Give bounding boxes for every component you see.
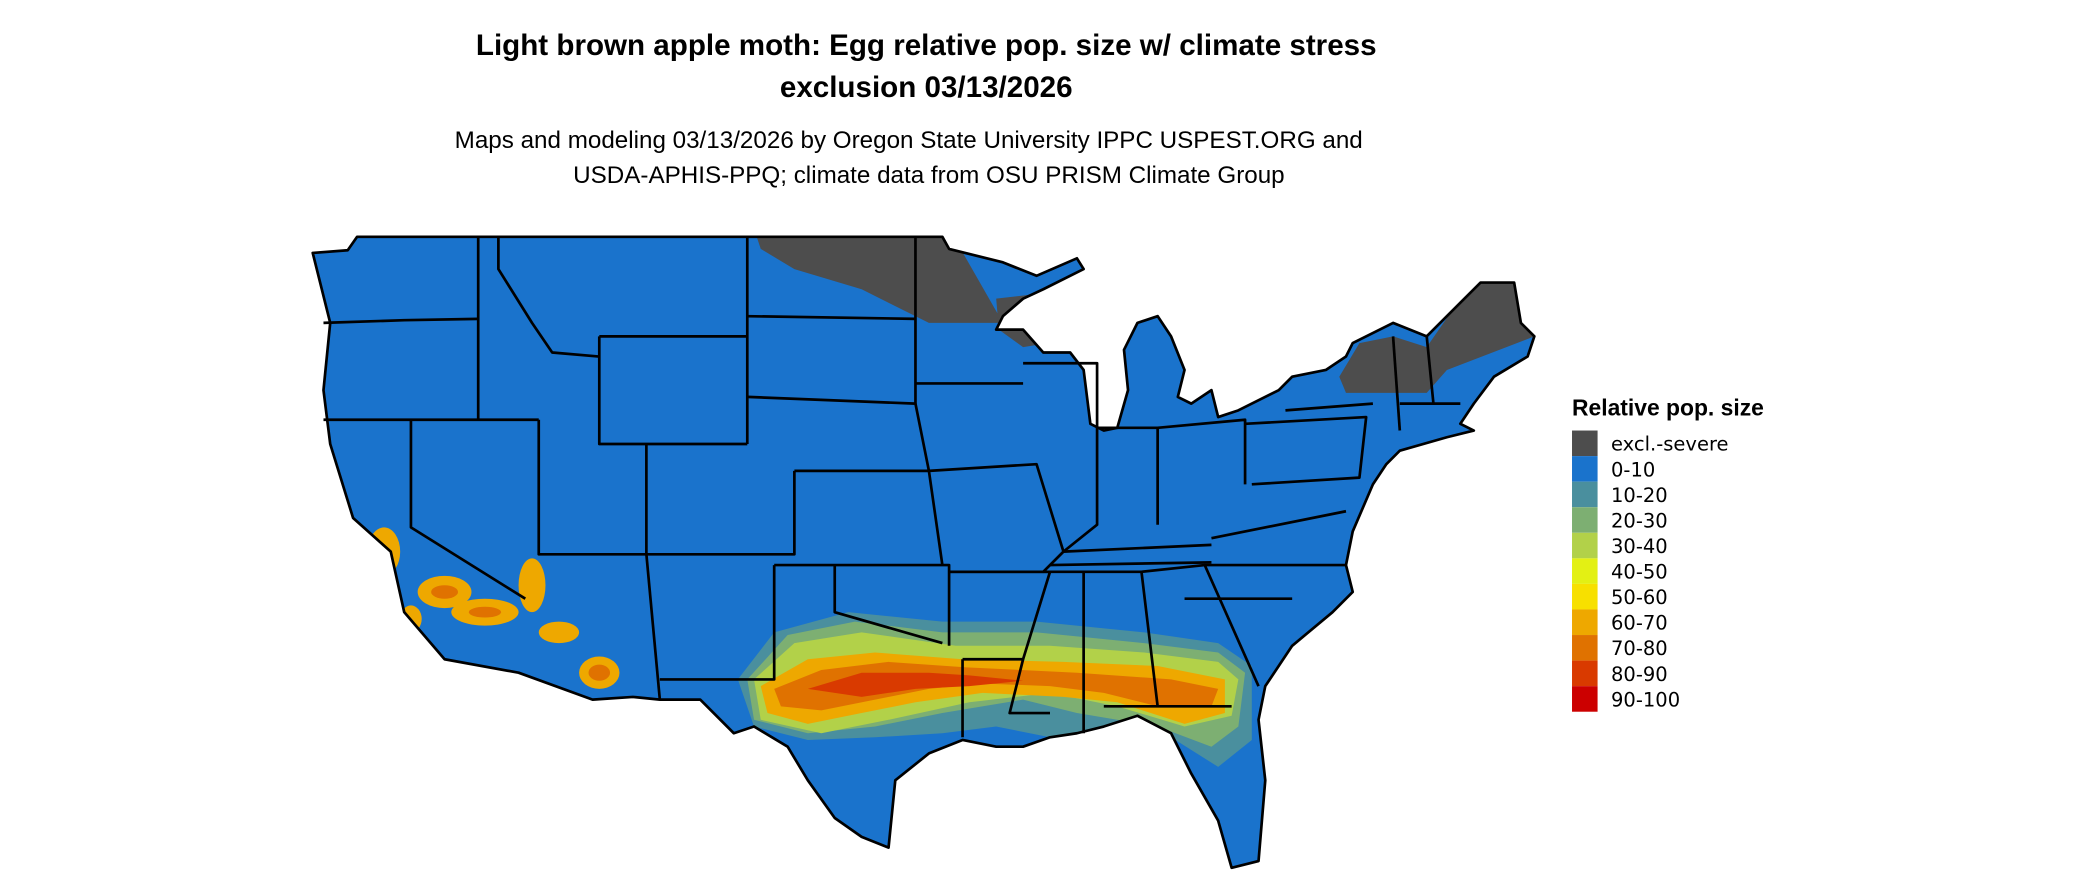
map-title-line1: Light brown apple moth: Egg relative pop… — [476, 29, 1377, 62]
state-boundaries — [323, 236, 1461, 738]
legend-label: 80-90 — [1611, 663, 1668, 686]
legend-label: 60-70 — [1611, 612, 1668, 635]
map-title-line2: exclusion 03/13/2026 — [780, 71, 1073, 104]
legend-label: 0-10 — [1611, 458, 1655, 481]
legend-swatch — [1572, 430, 1598, 457]
legend-swatch — [1572, 558, 1598, 584]
map-subtitle-line2: USDA-APHIS-PPQ; climate data from OSU PR… — [573, 162, 1285, 189]
legend-swatch — [1572, 507, 1598, 533]
legend-swatch — [1572, 532, 1598, 559]
legend-swatch — [1572, 635, 1598, 661]
legend-label: 40-50 — [1611, 561, 1668, 584]
legend-title: Relative pop. size — [1572, 395, 1764, 421]
legend-label: 90-100 — [1611, 688, 1680, 711]
legend-swatch — [1572, 456, 1598, 482]
map-subtitle-line1: Maps and modeling 03/13/2026 by Oregon S… — [455, 127, 1363, 154]
legend-label: excl.-severe — [1611, 433, 1729, 456]
legend-label: 50-60 — [1611, 586, 1668, 609]
legend-swatch — [1572, 583, 1598, 610]
legend-swatch — [1572, 686, 1598, 712]
raster-layer — [312, 236, 1535, 868]
zone-southwest-core — [431, 585, 611, 681]
legend-label: 30-40 — [1611, 535, 1668, 558]
legend-label: 20-30 — [1611, 509, 1668, 532]
legend-swatch — [1572, 660, 1598, 687]
legend-label: 10-20 — [1611, 484, 1668, 507]
legend-swatch — [1572, 481, 1598, 508]
legend-swatch — [1572, 609, 1598, 636]
legend-label: 70-80 — [1611, 637, 1668, 660]
zone-80-90 — [807, 672, 1024, 697]
